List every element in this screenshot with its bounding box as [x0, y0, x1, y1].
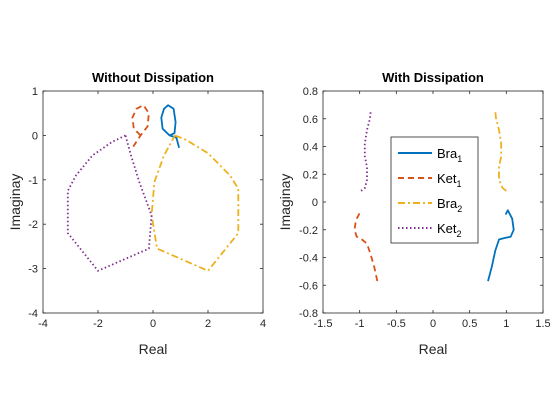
y-tick-label: -0.6	[299, 280, 318, 292]
x-tick-label: 1.5	[535, 318, 550, 330]
legend-entry: Ket1	[398, 171, 462, 189]
series-line-bra1	[160, 104, 180, 149]
subplot-without-dissipation: Without Dissipation Real Imaginay -4 -2 0 2…	[7, 70, 266, 357]
legend-label-sub: 1	[457, 154, 462, 164]
x-tick-label: 0.5	[462, 318, 477, 330]
legend-label-sub: 1	[457, 179, 462, 189]
x-tick-label: -2	[93, 318, 103, 330]
x-tick-label: 4	[260, 318, 266, 330]
y-tick-label: 0	[312, 197, 318, 209]
x-tick-label: -1.5	[314, 318, 333, 330]
chart-title: With Dissipation	[382, 70, 484, 85]
legend-label-base: Ket	[437, 221, 457, 236]
series-line-ket2	[360, 111, 372, 192]
plot-area-frame	[42, 90, 264, 314]
y-tick-label: -4	[28, 308, 38, 320]
series-group	[353, 111, 515, 282]
legend-label-base: Bra	[437, 196, 458, 211]
series-line-ket1	[131, 104, 150, 149]
legend-label-sub: 2	[457, 229, 462, 239]
legend-entry: Ket2	[398, 221, 462, 239]
x-tick-label: 0	[150, 318, 156, 330]
y-tick-label: -0.8	[299, 308, 318, 320]
x-tick-label: -1	[355, 318, 365, 330]
y-tick-label: -3	[28, 264, 38, 276]
legend-label: Bra2	[437, 196, 462, 214]
legend-label-base: Ket	[437, 171, 457, 186]
legend-label: Bra1	[437, 146, 462, 164]
y-tick-label: -0.2	[299, 225, 318, 237]
subplot-with-dissipation: With Dissipation Real Imaginay -1.5 -1 -0.…	[277, 70, 551, 357]
series-group	[66, 104, 240, 272]
y-tick-label: 1	[32, 86, 38, 98]
y-tick-label: 0.8	[303, 86, 318, 98]
x-axis-label: Real	[139, 341, 168, 357]
legend-entry: Bra1	[398, 146, 462, 164]
legend-box	[390, 136, 479, 244]
x-tick-label: 0	[430, 318, 436, 330]
x-tick-label: 2	[205, 318, 211, 330]
legend-label-sub: 2	[457, 204, 462, 214]
chart-title: Without Dissipation	[92, 70, 214, 85]
y-tick-label: 0.2	[303, 169, 318, 181]
x-tick-label: -0.5	[387, 318, 406, 330]
series-line-bra2	[494, 111, 507, 192]
y-axis-label: Imaginay	[277, 174, 293, 231]
legend-entry: Bra2	[398, 196, 462, 214]
y-tick-label: 0.6	[303, 114, 318, 126]
tick-group: -4 -2 0 2 4 -4 -3 -2 -1 0 1	[28, 86, 266, 330]
y-tick-label: 0.4	[303, 142, 318, 154]
y-tick-label: -2	[28, 219, 38, 231]
x-tick-label: -4	[38, 318, 48, 330]
legend-label: Ket2	[437, 221, 462, 239]
legend: Bra1 Ket1 Bra2 Ket2	[390, 136, 479, 244]
y-tick-label: -0.4	[299, 253, 318, 265]
series-line-bra2	[150, 134, 240, 272]
legend-label: Ket1	[437, 171, 462, 189]
y-axis-label: Imaginay	[7, 174, 23, 231]
series-line-ket1	[353, 212, 379, 282]
x-axis-label: Real	[419, 341, 448, 357]
legend-label-base: Bra	[437, 146, 458, 161]
y-tick-label: -1	[28, 175, 38, 187]
tick-group: -1.5 -1 -0.5 0 0.5 1 1.5 -0.8 -0.6 -0.4 -0.2 0 0.2 0.…	[299, 86, 551, 330]
series-line-bra1	[487, 209, 515, 282]
x-tick-label: 1	[503, 318, 509, 330]
y-tick-label: 0	[32, 130, 38, 142]
series-line-ket2	[66, 134, 153, 272]
